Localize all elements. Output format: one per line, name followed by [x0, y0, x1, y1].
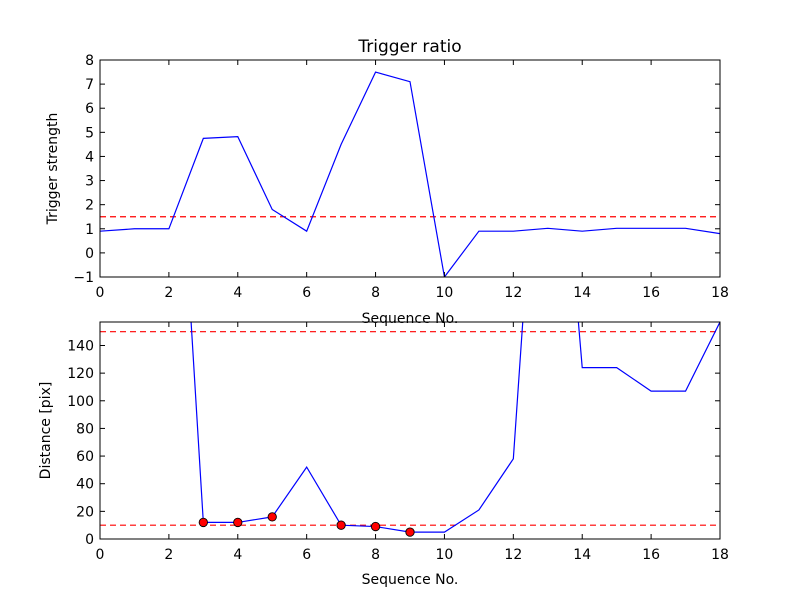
x-tick-label: 0	[96, 547, 105, 563]
y-tick-label: 100	[67, 394, 94, 410]
x-tick-label: 8	[371, 547, 380, 563]
x-tick-label: 12	[504, 547, 522, 563]
data-point	[233, 517, 243, 528]
y-tick-label: 40	[76, 477, 94, 493]
data-point	[267, 512, 277, 522]
y-tick-label: 8	[85, 53, 94, 69]
x-tick-label: 6	[302, 285, 311, 301]
plot-frame	[99, 59, 721, 278]
y-axis-label: Distance [pix]	[38, 382, 54, 480]
y-tick-label: 120	[67, 366, 94, 382]
x-tick-label: 2	[164, 547, 173, 563]
x-tick-label: 16	[642, 285, 660, 301]
distance-chart: 0 2 4 6 8 10 12 14 16 18 0 20 40 60 80 100 120 140 Sequen…	[38, 321, 729, 588]
x-tick-label: 18	[711, 285, 729, 301]
x-tick-label: 6	[302, 547, 311, 563]
x-tick-label: 14	[573, 547, 591, 563]
y-tick-label: 140	[67, 338, 94, 354]
y-tick-label: 20	[76, 504, 94, 520]
x-tick-label: 14	[573, 285, 591, 301]
y-tick-label: 4	[85, 149, 94, 165]
y-tick-label: 0	[85, 246, 94, 262]
x-tick-label: 12	[504, 285, 522, 301]
plot-frame	[99, 321, 721, 540]
y-tick-label: 7	[85, 77, 94, 93]
x-tick-label: 10	[436, 285, 454, 301]
y-axis-label: Trigger strength	[45, 113, 61, 226]
data-point	[370, 521, 381, 532]
x-tick-label: 4	[233, 547, 242, 563]
y-tick-label: 2	[85, 198, 94, 214]
y-tick-label: 80	[76, 421, 94, 437]
data-point	[198, 517, 208, 528]
y-tick-label: 60	[76, 449, 94, 465]
y-tick-label: 3	[85, 174, 94, 190]
series-line	[190, 322, 720, 533]
series-line	[100, 71, 720, 277]
x-tick-label: 16	[642, 547, 660, 563]
y-tick-label: 6	[85, 101, 94, 117]
data-point	[336, 520, 346, 530]
y-tick-label: 1	[85, 222, 94, 238]
y-tick-label: −1	[73, 270, 94, 286]
data-point	[405, 527, 415, 537]
x-tick-label: 8	[371, 285, 380, 301]
tick-group: 0 2 4 6 8 10 12 14 16 18 0 20 40 60 80 100 120 140	[67, 322, 729, 563]
y-tick-label: 5	[85, 125, 94, 141]
x-axis-label: Sequence No.	[362, 572, 459, 588]
x-tick-label: 4	[233, 285, 242, 301]
x-tick-label: 2	[164, 285, 173, 301]
x-tick-label: 10	[436, 547, 454, 563]
y-tick-label: 0	[85, 532, 94, 548]
x-tick-label: 0	[96, 285, 105, 301]
chart-title: Trigger ratio	[357, 37, 461, 57]
x-axis-label: Sequence No.	[362, 311, 459, 327]
x-tick-label: 18	[711, 547, 729, 563]
trigger-ratio-chart: Trigger ratio 0 2 4 6 8 10 12 14 16 18−1012345678…	[45, 37, 729, 327]
